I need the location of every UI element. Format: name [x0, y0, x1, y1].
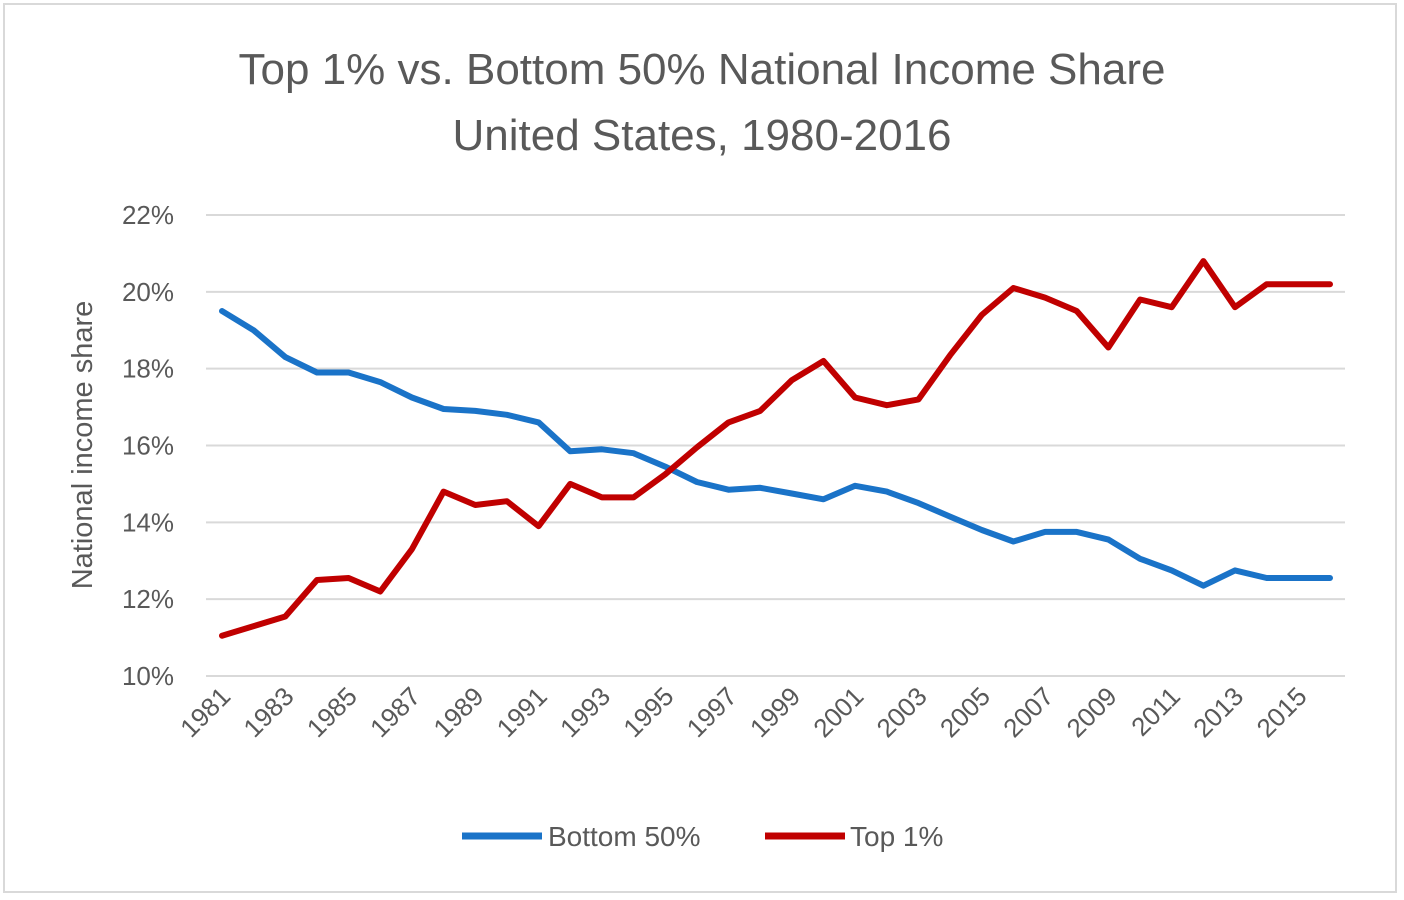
y-tick-label: 16%	[122, 431, 174, 461]
x-tick-label: 1987	[364, 681, 426, 743]
x-tick-label: 2001	[807, 681, 869, 743]
x-tick-label: 1989	[427, 681, 489, 743]
x-tick-label: 2013	[1187, 681, 1249, 743]
series-lines	[219, 258, 1333, 639]
y-tick-label: 10%	[122, 661, 174, 691]
x-tick-label: 2011	[1125, 681, 1186, 742]
x-tick-label: 2015	[1250, 681, 1312, 743]
series-line-bottom-50	[219, 308, 1333, 589]
y-axis-ticks: 10% 12% 14% 16% 18% 20% 22%	[122, 200, 174, 691]
x-tick-label: 1997	[681, 681, 743, 743]
x-tick-label: 1995	[617, 681, 679, 743]
x-tick-label: 1983	[237, 681, 299, 743]
x-axis-ticks: 1981 1983 1985 1987 1989 1991 1993 1995 1997 1999…	[174, 681, 1312, 743]
x-tick-label: 2005	[934, 681, 996, 743]
x-tick-label: 2003	[871, 681, 933, 743]
x-tick-label: 1981	[174, 681, 236, 743]
chart-subtitle: United States, 1980-2016	[452, 111, 952, 160]
gridlines	[206, 214, 1345, 677]
chart-title: Top 1% vs. Bottom 50% National Income Sh…	[238, 45, 1166, 94]
x-tick-label: 2007	[997, 681, 1059, 743]
x-tick-label: 1991	[491, 681, 553, 743]
y-tick-label: 20%	[122, 277, 174, 307]
x-tick-label: 1985	[301, 681, 363, 743]
y-tick-label: 12%	[122, 584, 174, 614]
y-axis-label: National income share	[67, 301, 99, 590]
x-tick-label: 2009	[1061, 681, 1123, 743]
series-line-top-1	[219, 258, 1333, 639]
legend-label-top-1: Top 1%	[850, 821, 943, 852]
y-tick-label: 22%	[122, 200, 174, 230]
x-tick-label: 1999	[744, 681, 806, 743]
y-tick-label: 14%	[122, 507, 174, 537]
legend: Bottom 50% Top 1%	[462, 821, 943, 852]
x-tick-label: 1993	[554, 681, 616, 743]
legend-label-bottom-50: Bottom 50%	[548, 821, 701, 852]
y-tick-label: 18%	[122, 354, 174, 384]
